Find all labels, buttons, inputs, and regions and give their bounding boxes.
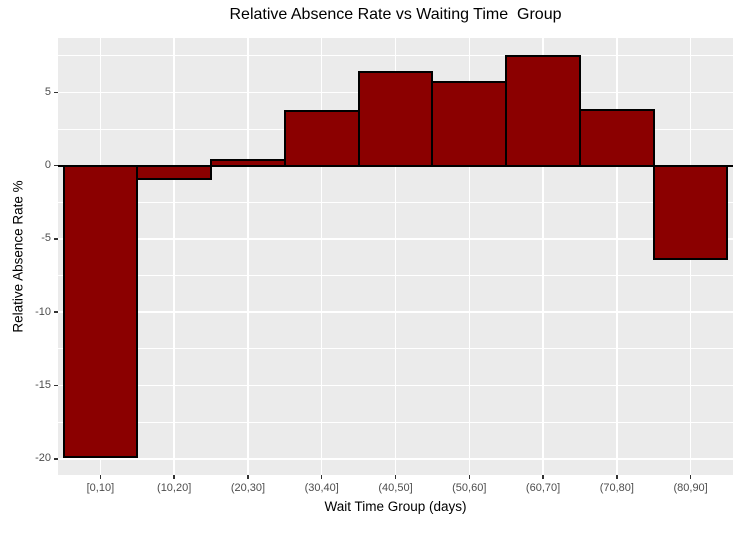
x-tick-label: (10,20] xyxy=(157,482,192,494)
x-tick-label: (80,90] xyxy=(673,482,708,494)
x-tick-mark xyxy=(320,475,323,479)
y-tick-mark xyxy=(54,91,58,93)
category-gridline xyxy=(173,38,175,475)
bar-(50,60] xyxy=(431,80,508,167)
category-gridline xyxy=(542,38,544,475)
bar-(30,40] xyxy=(283,110,360,167)
category-gridline xyxy=(616,38,618,475)
x-tick-mark xyxy=(99,475,102,479)
y-tick-mark xyxy=(54,384,58,387)
category-gridline xyxy=(394,38,397,475)
y-tick-label: -10 xyxy=(35,305,51,318)
bar-(60,70] xyxy=(505,54,581,167)
x-tick-label: [0,10] xyxy=(86,482,115,494)
x-tick-mark xyxy=(394,475,397,479)
x-tick-label: (40,50] xyxy=(378,482,413,494)
zero-line xyxy=(58,164,733,167)
bar-[0,10] xyxy=(62,164,139,459)
y-tick-label: 0 xyxy=(44,159,51,172)
y-tick-label: -15 xyxy=(35,379,51,392)
bar-(40,50] xyxy=(357,70,434,167)
category-gridline xyxy=(320,38,323,475)
x-tick-label: (20,30] xyxy=(230,482,266,494)
y-tick-mark xyxy=(54,164,58,167)
x-tick-label: (60,70] xyxy=(525,482,561,494)
plot-panel xyxy=(58,38,733,475)
x-tick-mark xyxy=(616,475,618,479)
x-tick-mark xyxy=(689,475,692,479)
y-tick-mark xyxy=(54,311,58,313)
y-tick-label: -5 xyxy=(41,232,51,245)
x-tick-mark xyxy=(173,475,175,479)
y-axis-title: Relative Absence Rate % xyxy=(10,180,26,333)
category-gridline xyxy=(247,38,249,475)
x-tick-mark xyxy=(542,475,544,479)
x-tick-label: (50,60] xyxy=(452,482,487,494)
x-tick-label: (70,80] xyxy=(599,482,634,494)
bar-(10,20] xyxy=(136,164,213,180)
x-tick-mark xyxy=(468,475,471,479)
chart-title: Relative Absence Rate vs Waiting Time Gr… xyxy=(229,6,562,23)
y-tick-label: -20 xyxy=(35,452,51,465)
category-gridline xyxy=(468,38,471,475)
x-tick-mark xyxy=(247,475,249,479)
x-tick-label: (30,40] xyxy=(304,482,339,494)
bar-(70,80] xyxy=(578,108,655,167)
y-tick-mark xyxy=(54,458,58,460)
bar-(80,90] xyxy=(652,164,729,261)
x-axis-title: Wait Time Group (days) xyxy=(324,499,467,514)
y-tick-mark xyxy=(54,238,58,240)
y-tick-label: 5 xyxy=(44,85,51,98)
